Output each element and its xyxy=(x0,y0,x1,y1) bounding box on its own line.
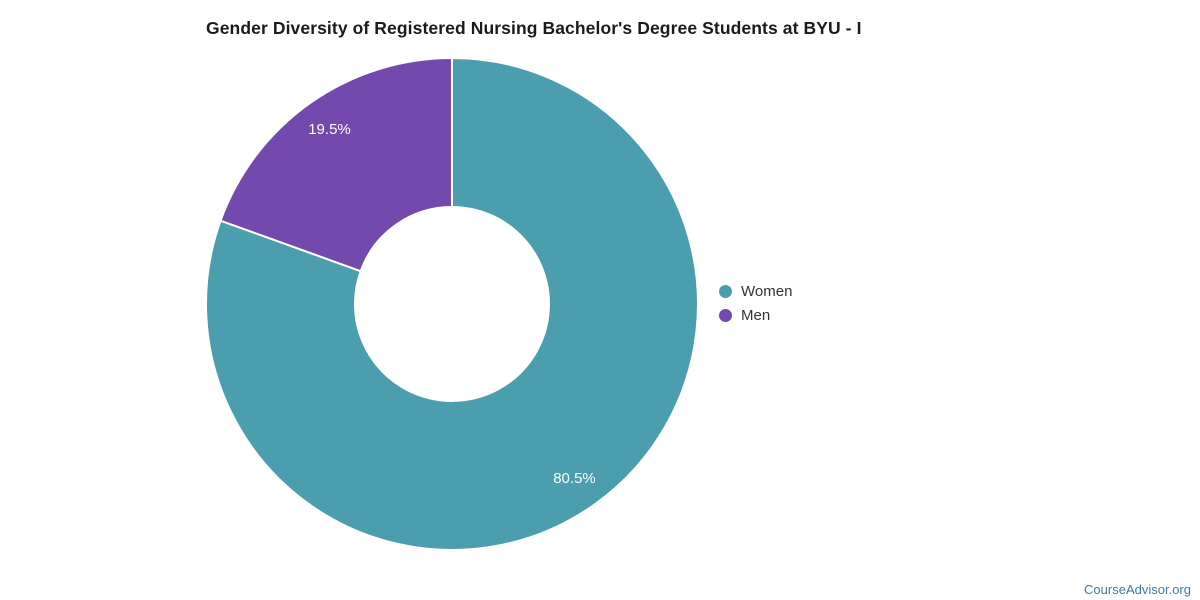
legend-item-women[interactable]: Women xyxy=(719,279,792,303)
legend-label-men: Men xyxy=(741,306,771,324)
slice-label-women: 80.5% xyxy=(553,470,596,487)
chart-title: Gender Diversity of Registered Nursing B… xyxy=(206,18,862,38)
pie-slice-men[interactable] xyxy=(219,58,453,273)
legend: Women Men xyxy=(719,279,792,327)
donut-chart: 80.5% 19.5% xyxy=(206,58,698,550)
legend-item-men[interactable]: Men xyxy=(719,303,792,327)
slice-label-men: 19.5% xyxy=(308,121,351,138)
pie-slice-women[interactable] xyxy=(206,58,698,550)
legend-swatch-men-icon xyxy=(719,308,732,322)
brand-link[interactable]: CourseAdvisor.org xyxy=(1084,582,1191,597)
legend-label-women: Women xyxy=(741,282,793,300)
legend-swatch-women-icon xyxy=(719,284,732,298)
